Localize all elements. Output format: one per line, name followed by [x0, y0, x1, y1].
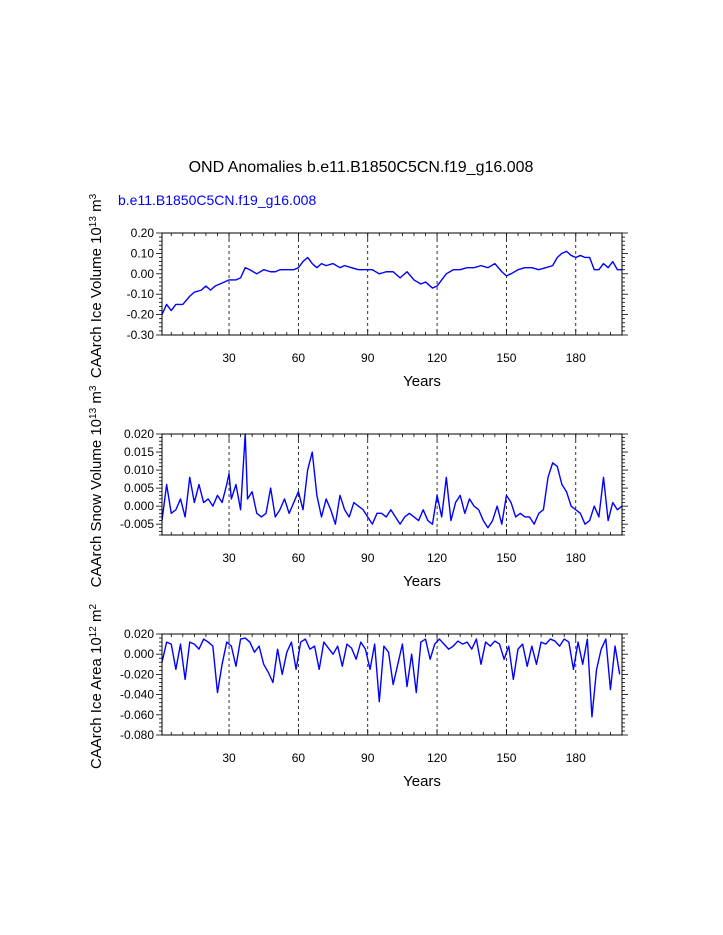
panel-2: 30 60 90 120 150 180 -0.005 0.000 0.005 0.010 0.01…: [88, 385, 628, 590]
plot-frame: [161, 232, 623, 336]
y-tick-label: -0.080: [120, 728, 154, 742]
y-axis-label: CAArch Ice Volume 1013 m3: [88, 193, 106, 378]
x-tick-label: 120: [427, 751, 447, 765]
y-tick-label: -0.040: [120, 688, 154, 702]
x-tick-label: 120: [427, 551, 447, 565]
panel-3: 30 60 90 120 150 180 -0.080 -0.060 -0.040 -0.020 0…: [88, 604, 628, 790]
y-tick-label: -0.20: [127, 308, 155, 322]
y-tick-label: 0.010: [124, 463, 154, 477]
y-tick-label: 0.000: [124, 647, 154, 661]
x-tick-label: 60: [292, 551, 306, 565]
y-tick-label: 0.015: [124, 445, 154, 459]
figure-title: OND Anomalies b.e11.B1850C5CN.f19_g16.00…: [189, 159, 534, 176]
x-tick-label: 90: [361, 751, 375, 765]
y-tick-label: 0.00: [131, 267, 155, 281]
x-tick-label: 150: [496, 751, 516, 765]
x-tick-label: 150: [496, 351, 516, 365]
y-tick-label: 0.005: [124, 481, 154, 495]
x-tick-label: 150: [496, 551, 516, 565]
x-tick-label: 90: [361, 551, 375, 565]
panel-1: 30 60 90 120 150 180 -0.30 -0.20 -0.10 0.00 0.10 0.…: [88, 193, 628, 390]
y-axis-label: CAArch Ice Area 1012 m2: [88, 604, 106, 770]
y-tick-label: 0.000: [124, 499, 154, 513]
x-tick-label: 180: [566, 751, 586, 765]
series-line: [161, 637, 621, 718]
x-axis-label: Years: [403, 573, 441, 590]
series-line: [161, 433, 623, 529]
y-tick-label: -0.060: [120, 708, 154, 722]
series-line: [161, 250, 622, 315]
y-tick-label: -0.005: [120, 517, 154, 531]
x-tick-label: 180: [566, 551, 586, 565]
plot-frame: [161, 433, 623, 536]
y-tick-label: 0.020: [124, 427, 154, 441]
y-tick-label: -0.10: [127, 287, 155, 301]
y-axis-label: CAArch Snow Volume 1013 m3: [88, 385, 106, 587]
x-tick-label: 60: [292, 751, 306, 765]
x-tick-label: 180: [566, 351, 586, 365]
y-tick-label: 0.10: [131, 246, 155, 260]
x-tick-label: 30: [222, 751, 236, 765]
x-tick-label: 120: [427, 351, 447, 365]
y-tick-label: -0.30: [127, 328, 155, 342]
x-tick-label: 60: [292, 351, 306, 365]
x-tick-label: 90: [361, 351, 375, 365]
x-axis-label: Years: [403, 773, 441, 790]
x-axis-label: Years: [403, 373, 441, 390]
run-label: b.e11.B1850C5CN.f19_g16.008: [118, 192, 316, 208]
y-tick-label: 0.020: [124, 627, 154, 641]
y-tick-label: 0.20: [131, 226, 155, 240]
plot-frame: [161, 633, 623, 736]
panels: 30 60 90 120 150 180 -0.30 -0.20 -0.10 0.00 0.10 0.…: [88, 193, 628, 790]
y-tick-label: -0.020: [120, 667, 154, 681]
x-tick-label: 30: [222, 551, 236, 565]
x-tick-label: 30: [222, 351, 236, 365]
